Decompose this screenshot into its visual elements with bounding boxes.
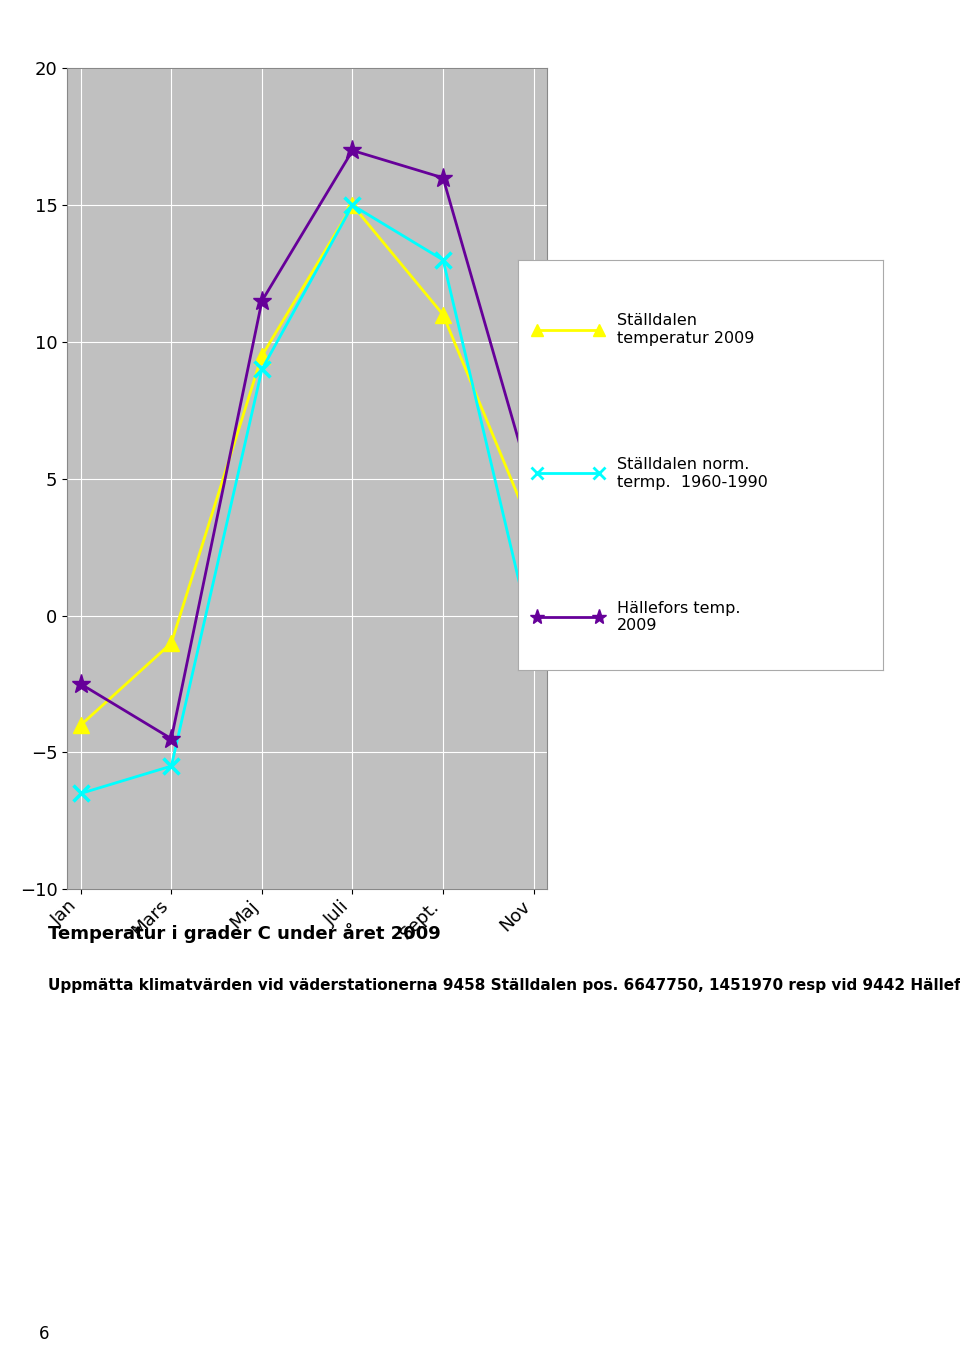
Text: Temperatur i grader C under året 2009: Temperatur i grader C under året 2009 — [48, 923, 441, 944]
Text: Ställdalen
temperatur 2009: Ställdalen temperatur 2009 — [617, 313, 755, 346]
Text: Hällefors temp.
2009: Hällefors temp. 2009 — [617, 601, 740, 633]
Text: Uppmätta klimatvärden vid väderstationerna 9458 Ställdalen pos. 6647750, 1451970: Uppmätta klimatvärden vid väderstationer… — [48, 978, 960, 993]
Text: 6: 6 — [38, 1326, 49, 1343]
Text: Ställdalen norm.
termp.  1960-1990: Ställdalen norm. termp. 1960-1990 — [617, 457, 768, 490]
